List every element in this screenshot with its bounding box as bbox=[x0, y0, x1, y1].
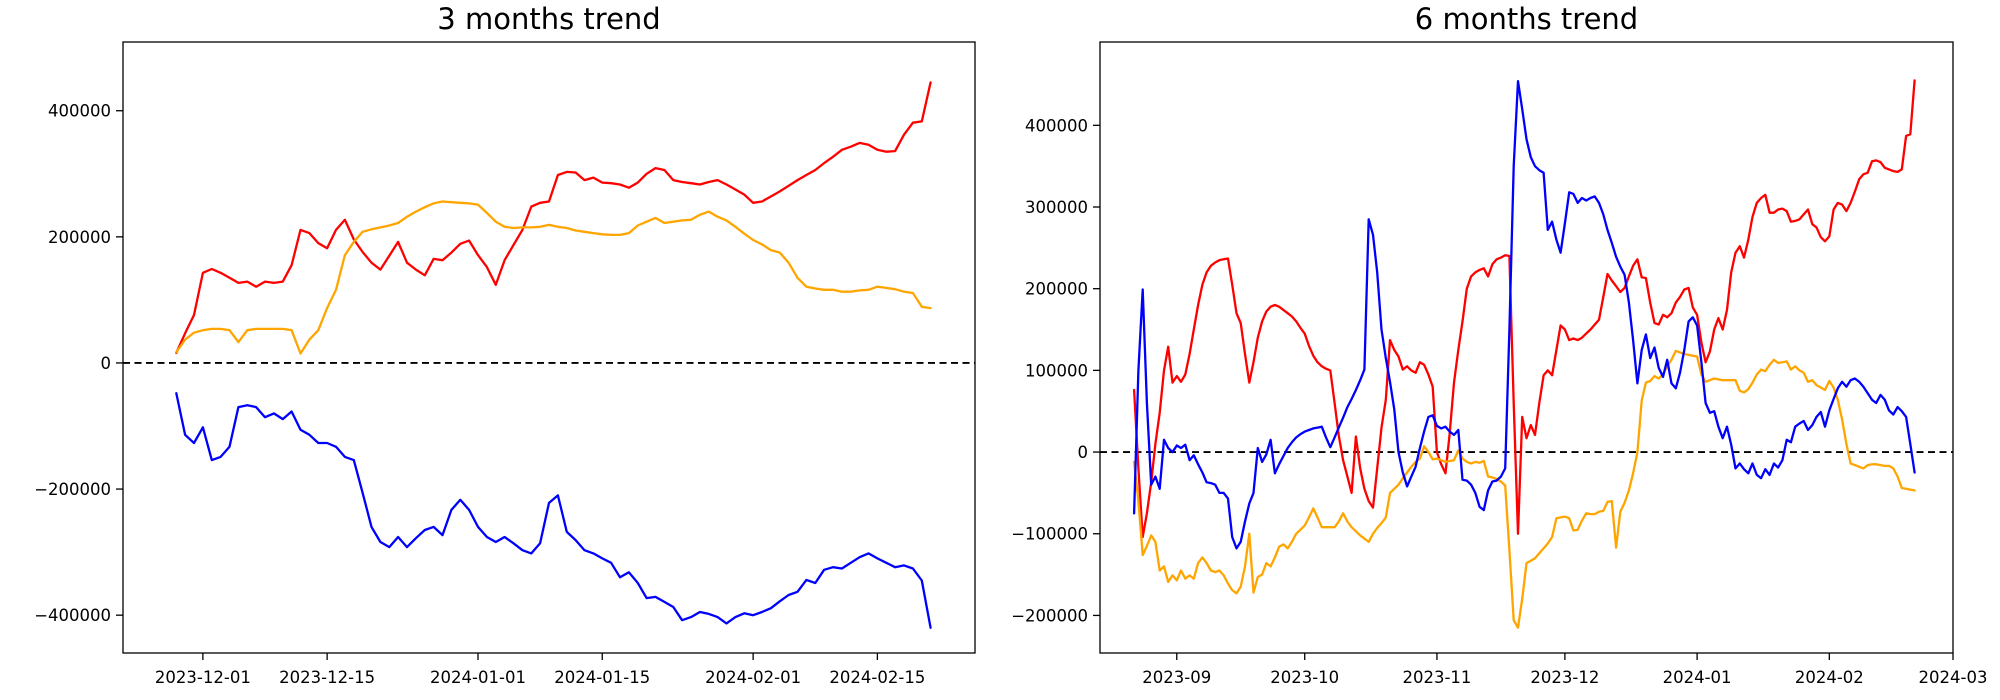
y-tick-label: −200000 bbox=[34, 480, 111, 499]
y-tick-label: 400000 bbox=[48, 102, 111, 121]
x-tick-label: 2024-01 bbox=[1663, 668, 1732, 687]
red-series-line bbox=[175, 81, 932, 355]
right-chart-title: 6 months trend bbox=[1414, 2, 1639, 36]
y-tick-label: −100000 bbox=[1011, 525, 1088, 544]
x-tick-label: 2024-02-01 bbox=[705, 668, 801, 687]
y-tick-label: −400000 bbox=[34, 606, 111, 625]
red-series-line bbox=[1132, 79, 1916, 539]
y-tick-label: 0 bbox=[1078, 443, 1089, 462]
y-tick-label: 100000 bbox=[1025, 361, 1088, 380]
x-tick-label: 2024-02 bbox=[1795, 668, 1864, 687]
x-tick-label: 2024-01-01 bbox=[430, 668, 526, 687]
x-tick-label: 2023-09 bbox=[1142, 668, 1211, 687]
y-tick-label: 400000 bbox=[1025, 116, 1088, 135]
x-tick-label: 2023-11 bbox=[1402, 668, 1471, 687]
y-tick-label: 200000 bbox=[1025, 280, 1088, 299]
plot-border bbox=[122, 41, 976, 654]
y-tick-label: 300000 bbox=[1025, 198, 1088, 217]
x-tick-label: 2023-10 bbox=[1270, 668, 1339, 687]
y-tick-label: −200000 bbox=[1011, 606, 1088, 625]
y-tick-label: 0 bbox=[101, 354, 112, 373]
x-tick-label: 2024-01-15 bbox=[554, 668, 650, 687]
x-tick-label: 2023-12-15 bbox=[279, 668, 375, 687]
x-tick-label: 2024-02-15 bbox=[829, 668, 925, 687]
orange-series-line bbox=[175, 200, 932, 355]
x-tick-label: 2023-12 bbox=[1530, 668, 1599, 687]
left-chart-title: 3 months trend bbox=[437, 2, 661, 36]
orange-series-line bbox=[1132, 349, 1916, 629]
x-tick-label: 2024-03 bbox=[1919, 668, 1988, 687]
plot-border bbox=[1099, 41, 1954, 654]
y-tick-label: 200000 bbox=[48, 228, 111, 247]
blue-series-line bbox=[1132, 80, 1916, 550]
blue-series-line bbox=[175, 392, 932, 629]
x-tick-label: 2023-12-01 bbox=[155, 668, 251, 687]
